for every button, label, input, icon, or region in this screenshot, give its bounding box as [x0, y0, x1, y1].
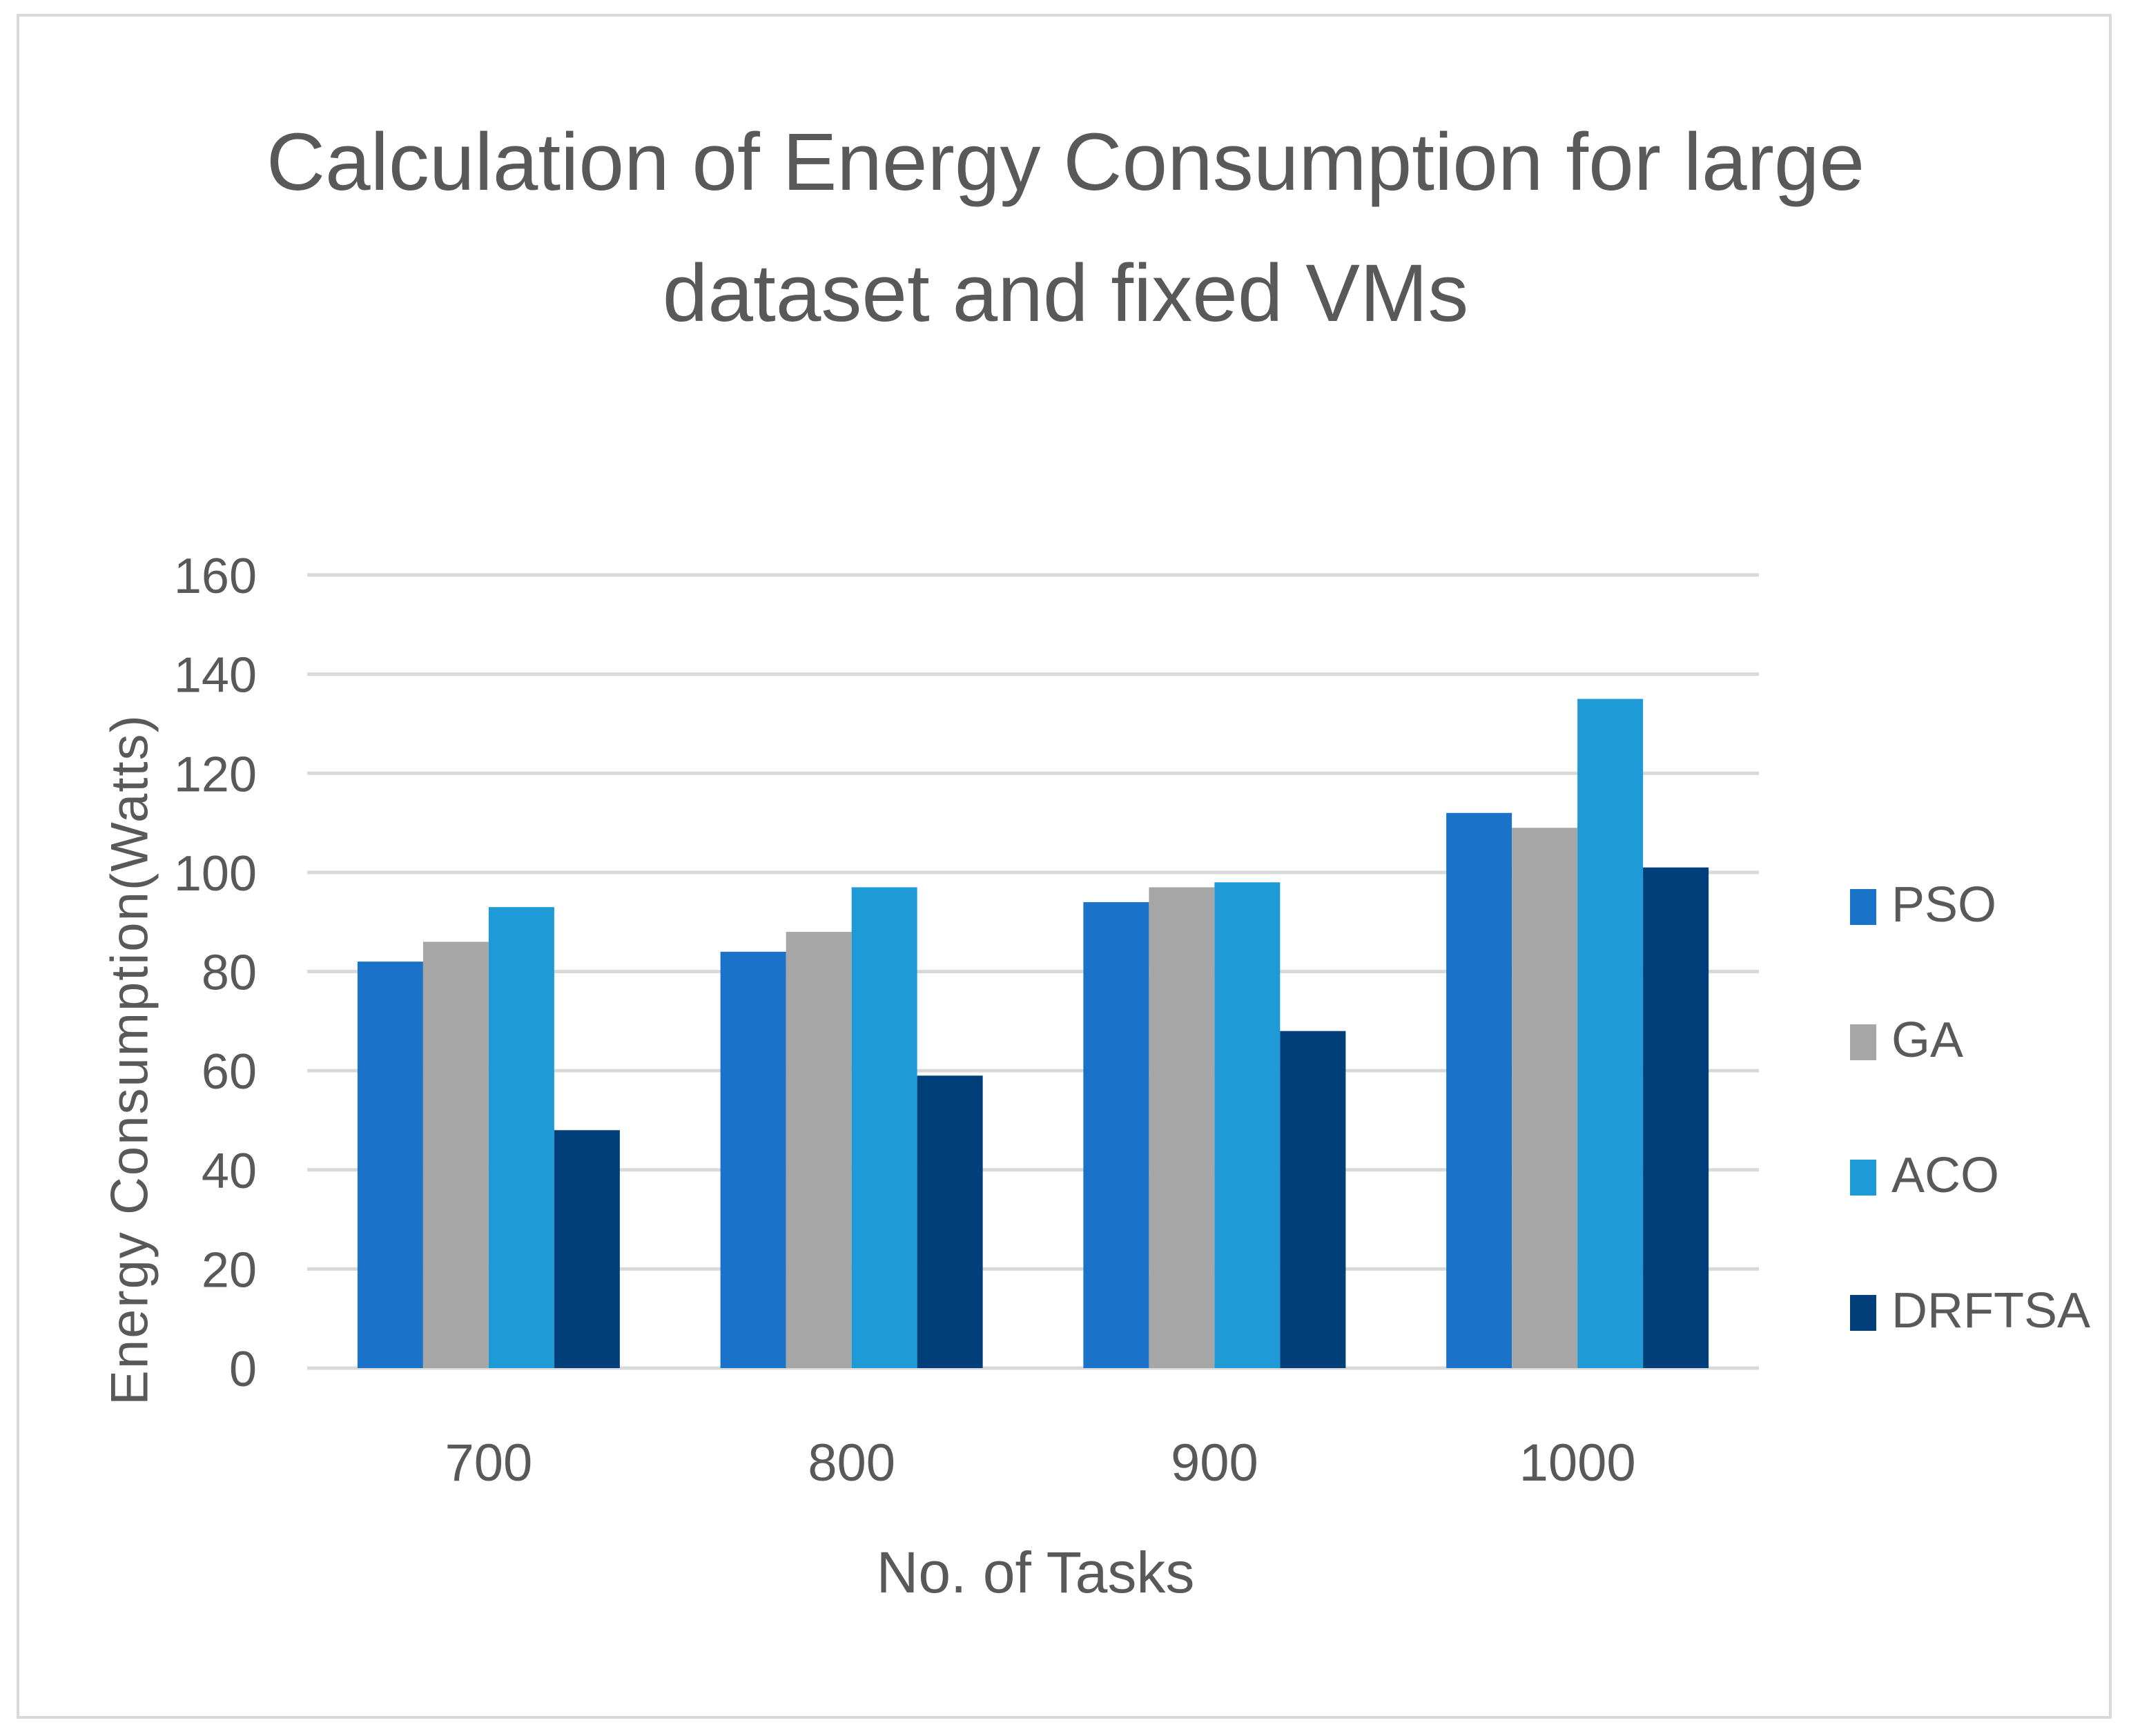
- x-axis-title: No. of Tasks: [876, 1540, 1195, 1605]
- bar-pso-800: [720, 951, 786, 1368]
- bar-pso-700: [357, 962, 423, 1368]
- y-tick-label: 60: [202, 1044, 257, 1100]
- y-tick-label: 140: [174, 648, 257, 703]
- y-tick-label: 0: [229, 1342, 257, 1397]
- bar-ga-900: [1149, 887, 1215, 1368]
- y-tick-label: 160: [174, 549, 257, 604]
- y-tick-label: 100: [174, 846, 257, 901]
- legend-swatch: [1850, 889, 1876, 925]
- y-tick-label: 120: [174, 747, 257, 802]
- legend-swatch: [1850, 1160, 1876, 1196]
- legend-item-ga: GA: [1850, 998, 2099, 1133]
- legend-item-aco: ACO: [1850, 1133, 2099, 1269]
- bar-pso-900: [1083, 901, 1149, 1368]
- bar-aco-900: [1214, 882, 1281, 1368]
- bar-aco-800: [851, 887, 917, 1368]
- bar-pso-1000: [1446, 812, 1512, 1368]
- legend-swatch: [1850, 1295, 1876, 1331]
- bar-drftsa-800: [917, 1075, 983, 1368]
- legend-label: DRFTSA: [1891, 1283, 2090, 1338]
- y-tick-label: 40: [202, 1144, 257, 1199]
- legend-label: ACO: [1891, 1148, 2000, 1203]
- x-tick-label: 1000: [1519, 1434, 1636, 1492]
- legend-label: GA: [1891, 1013, 1964, 1068]
- chart-legend: PSO GA ACO DRFTSA: [1850, 863, 2099, 1404]
- bar-drftsa-900: [1280, 1031, 1346, 1368]
- bar-drftsa-700: [554, 1130, 620, 1368]
- chart-title-line-1: Calculation of Energy Consumption for la…: [266, 117, 1865, 208]
- bar-drftsa-1000: [1643, 867, 1709, 1368]
- legend-item-pso: PSO: [1850, 863, 2099, 998]
- chart-title-line-2: dataset and fixed VMs: [662, 248, 1469, 339]
- x-tick-label: 800: [808, 1434, 895, 1492]
- bar-ga-1000: [1512, 828, 1578, 1368]
- x-tick-label: 900: [1171, 1434, 1258, 1492]
- x-tick-label: 700: [445, 1434, 532, 1492]
- bar-aco-1000: [1577, 699, 1644, 1368]
- legend-swatch: [1850, 1024, 1876, 1060]
- chart-frame: [17, 14, 2112, 1719]
- y-axis-title: Energy Consumption(Watts): [100, 714, 159, 1405]
- bar-ga-800: [786, 932, 852, 1368]
- bar-ga-700: [422, 942, 489, 1368]
- bar-aco-700: [488, 907, 554, 1368]
- legend-item-drftsa: DRFTSA: [1850, 1269, 2099, 1404]
- legend-label: PSO: [1891, 877, 1997, 933]
- y-tick-label: 20: [202, 1242, 257, 1298]
- chart-title: Calculation of Energy Consumption for la…: [0, 97, 2131, 359]
- y-tick-label: 80: [202, 946, 257, 1001]
